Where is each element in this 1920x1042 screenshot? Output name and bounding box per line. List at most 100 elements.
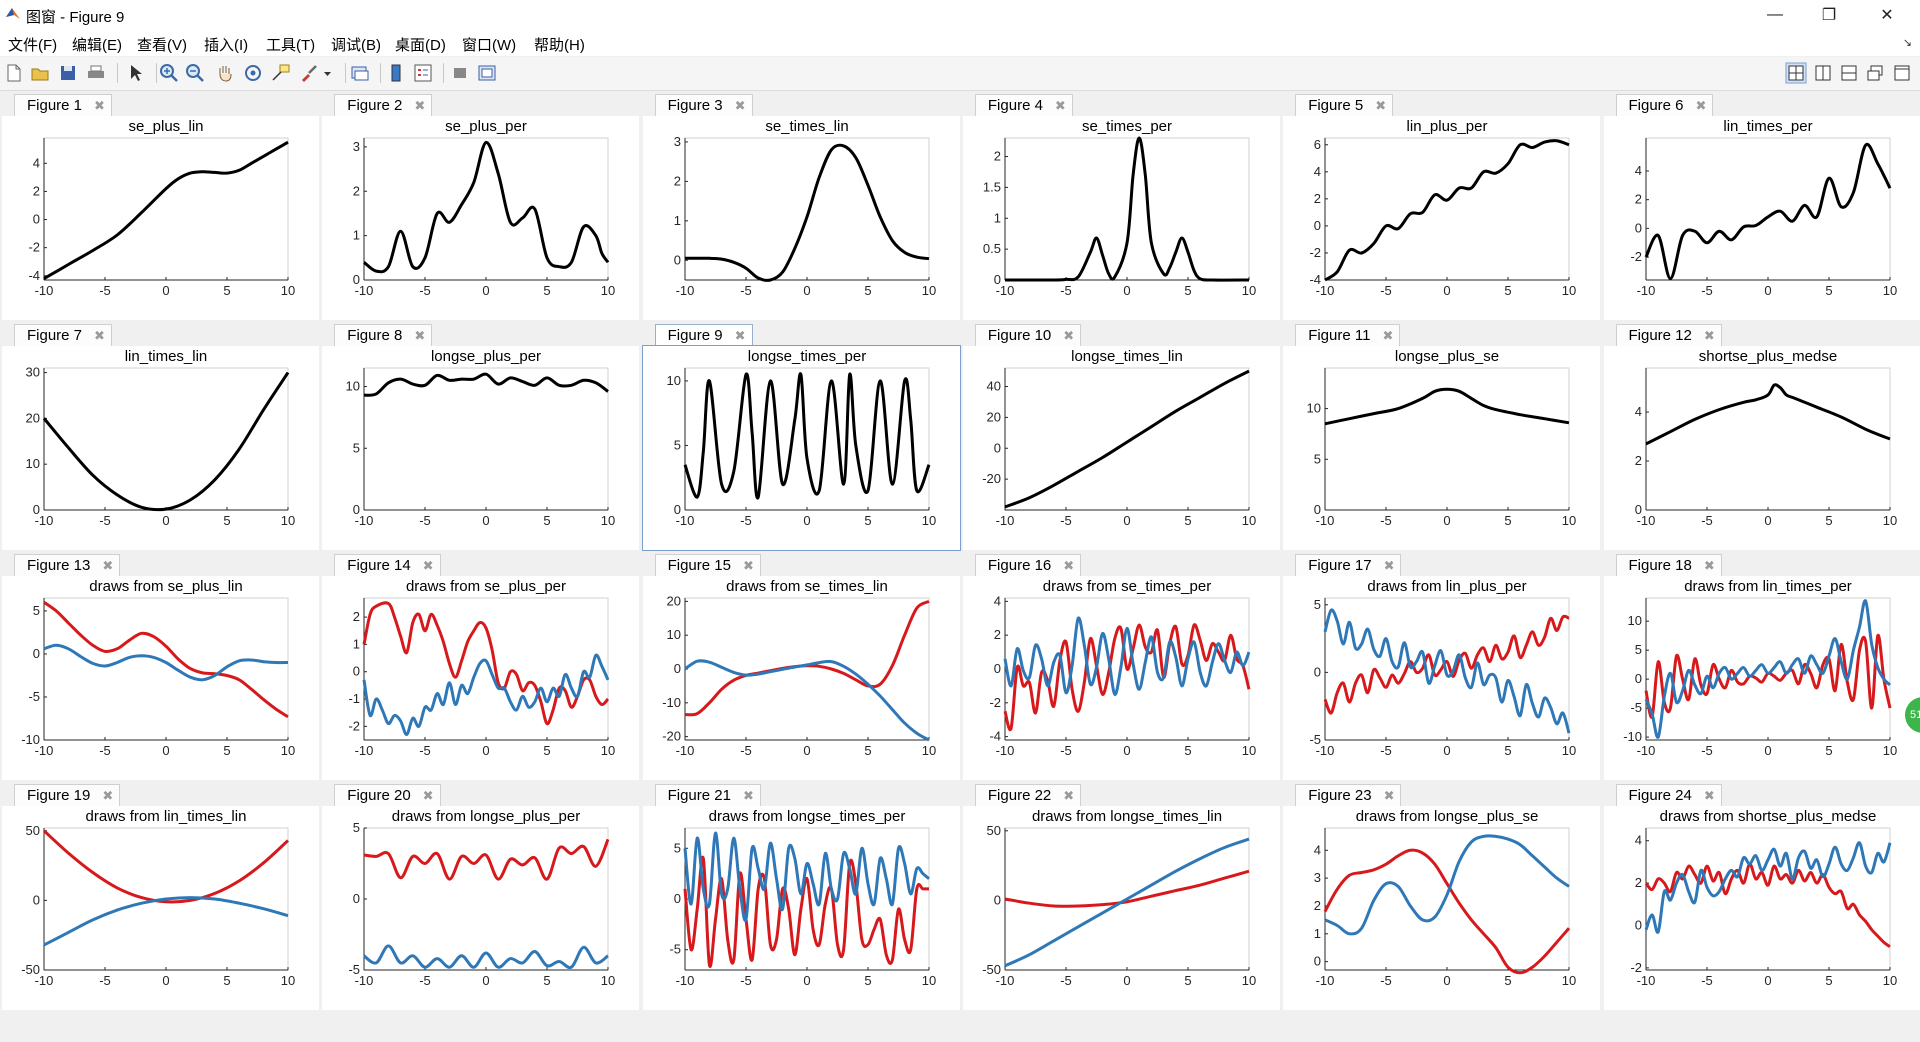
close-tab-icon[interactable]: ✖ bbox=[1703, 557, 1715, 573]
plot-area[interactable]: draws from se_plus_lin -10 -5 0 5 10 -10 -5 0 5 bbox=[2, 576, 319, 780]
plot-area[interactable]: se_times_lin -10 -5 0 5 10 0 1 2 3 bbox=[642, 116, 960, 320]
close-tab-icon[interactable]: ✖ bbox=[94, 97, 105, 113]
minimize-button[interactable]: — bbox=[1752, 0, 1798, 30]
show-plot-tools-button[interactable] bbox=[476, 62, 498, 84]
menu-window[interactable]: 窗口(W) bbox=[462, 37, 517, 54]
close-tab-icon[interactable]: ✖ bbox=[1695, 97, 1707, 113]
close-tab-icon[interactable]: ✖ bbox=[422, 787, 434, 803]
tile-layout-button[interactable] bbox=[1785, 62, 1807, 84]
plot-area[interactable]: shortse_plus_medse -10 -5 0 5 10 0 2 4 bbox=[1603, 346, 1920, 550]
figure-tab[interactable]: Figure 3 ✖ bbox=[654, 94, 753, 116]
figure-tab[interactable]: Figure 20 ✖ bbox=[334, 784, 441, 806]
close-tab-icon[interactable]: ✖ bbox=[102, 787, 114, 803]
plot-area[interactable]: se_plus_per -10 -5 0 5 10 0 1 2 3 bbox=[322, 116, 640, 320]
figure-tab[interactable]: Figure 12 ✖ bbox=[1615, 324, 1722, 346]
plot-area[interactable]: lin_plus_per -10 -5 0 5 10 -4 -2 0 2 4 6 bbox=[1283, 116, 1601, 320]
save-button[interactable] bbox=[57, 62, 79, 84]
figure-tab[interactable]: Figure 11 ✖ bbox=[1295, 324, 1401, 346]
close-tab-icon[interactable]: ✖ bbox=[1063, 557, 1075, 573]
close-tab-icon[interactable]: ✖ bbox=[1703, 787, 1715, 803]
plot-area[interactable]: draws from se_times_per -10 -5 0 5 10 -4 -2 0 2 4 bbox=[962, 576, 1280, 780]
plot-area[interactable]: se_times_per -10 -5 0 5 10 0 0.5 1 1.5 2 bbox=[962, 116, 1280, 320]
plot-area[interactable]: lin_times_per -10 -5 0 5 10 -2 0 2 4 bbox=[1603, 116, 1920, 320]
figure-tab[interactable]: Figure 7 ✖ bbox=[14, 324, 112, 346]
figure-tab[interactable]: Figure 21 ✖ bbox=[654, 784, 761, 806]
select-arrow-button[interactable] bbox=[124, 62, 146, 84]
left-right-layout-button[interactable] bbox=[1812, 62, 1834, 84]
plot-area[interactable]: draws from longse_plus_se -10 -5 0 5 10 0 1 2 3 4 bbox=[1283, 806, 1601, 1010]
plot-area[interactable]: longse_plus_se -10 -5 0 5 10 0 5 10 bbox=[1283, 346, 1601, 550]
zoom-out-button[interactable] bbox=[184, 62, 206, 84]
close-tab-icon[interactable]: ✖ bbox=[1383, 557, 1395, 573]
data-cursor-button[interactable] bbox=[270, 62, 292, 84]
plot-area[interactable]: se_plus_lin -10 -5 0 5 10 -4 -2 0 2 4 bbox=[2, 116, 319, 320]
close-tab-icon[interactable]: ✖ bbox=[742, 557, 754, 573]
menu-desktop[interactable]: 桌面(D) bbox=[395, 37, 446, 54]
colorbar-button[interactable] bbox=[385, 62, 407, 84]
close-tab-icon[interactable]: ✖ bbox=[1382, 327, 1394, 343]
close-tab-icon[interactable]: ✖ bbox=[94, 327, 105, 343]
plot-area[interactable]: draws from lin_times_lin -10 -5 0 5 10 -50 0 50 bbox=[2, 806, 319, 1010]
figure-tab[interactable]: Figure 1 ✖ bbox=[14, 94, 112, 116]
menu-help[interactable]: 帮助(H) bbox=[534, 37, 585, 54]
float-layout-button[interactable] bbox=[1864, 62, 1886, 84]
figure-tab[interactable]: Figure 23 ✖ bbox=[1295, 784, 1402, 806]
figure-tab[interactable]: Figure 18 ✖ bbox=[1615, 554, 1722, 576]
maximize-layout-button[interactable] bbox=[1891, 62, 1913, 84]
menu-view[interactable]: 查看(V) bbox=[137, 37, 187, 54]
plot-area[interactable]: draws from shortse_plus_medse -10 -5 0 5 10 -2… bbox=[1603, 806, 1920, 1010]
figure-tab[interactable]: Figure 9 ✖ bbox=[654, 324, 753, 346]
figure-tab[interactable]: Figure 17 ✖ bbox=[1295, 554, 1402, 576]
close-tab-icon[interactable]: ✖ bbox=[1703, 327, 1715, 343]
menu-insert[interactable]: 插入(I) bbox=[204, 37, 249, 54]
figure-tab[interactable]: Figure 16 ✖ bbox=[974, 554, 1082, 576]
plot-area[interactable]: longse_times_per -10 -5 0 5 10 0 5 10 bbox=[641, 345, 961, 551]
menu-tools[interactable]: 工具(T) bbox=[266, 37, 316, 54]
plot-area[interactable]: longse_times_lin -10 -5 0 5 10 -20 0 20 40 bbox=[962, 346, 1280, 550]
close-tab-icon[interactable]: ✖ bbox=[1063, 787, 1075, 803]
plot-area[interactable]: draws from longse_times_lin -10 -5 0 5 10 -50 0… bbox=[962, 806, 1280, 1010]
figure-tab[interactable]: Figure 8 ✖ bbox=[334, 324, 433, 346]
close-tab-icon[interactable]: ✖ bbox=[414, 97, 426, 113]
plot-area[interactable]: draws from se_times_lin -10 -5 0 5 10 -20 -10 0 1… bbox=[642, 576, 960, 780]
print-button[interactable] bbox=[85, 62, 107, 84]
plot-area[interactable]: lin_times_lin -10 -5 0 5 10 0 10 20 30 bbox=[2, 346, 319, 550]
figure-tab[interactable]: Figure 24 ✖ bbox=[1615, 784, 1722, 806]
brush-dropdown[interactable] bbox=[322, 62, 334, 84]
close-tab-icon[interactable]: ✖ bbox=[1383, 787, 1395, 803]
close-tab-icon[interactable]: ✖ bbox=[422, 557, 434, 573]
dock-arrow-icon[interactable]: ↘ bbox=[1902, 37, 1912, 49]
top-bottom-layout-button[interactable] bbox=[1838, 62, 1860, 84]
close-tab-icon[interactable]: ✖ bbox=[414, 327, 426, 343]
close-tab-icon[interactable]: ✖ bbox=[734, 327, 746, 343]
close-button[interactable]: ✕ bbox=[1864, 0, 1910, 30]
figure-tab[interactable]: Figure 4 ✖ bbox=[974, 94, 1073, 116]
menu-file[interactable]: 文件(F) bbox=[8, 37, 58, 54]
close-tab-icon[interactable]: ✖ bbox=[734, 97, 746, 113]
figure-tab[interactable]: Figure 2 ✖ bbox=[334, 94, 433, 116]
figure-tab[interactable]: Figure 22 ✖ bbox=[974, 784, 1082, 806]
brush-button[interactable] bbox=[298, 62, 320, 84]
menu-debug[interactable]: 调试(B) bbox=[331, 37, 381, 54]
notification-badge[interactable]: 51 bbox=[1905, 697, 1920, 733]
figure-tab[interactable]: Figure 15 ✖ bbox=[654, 554, 761, 576]
figure-tab[interactable]: Figure 13 ✖ bbox=[14, 554, 121, 576]
plot-area[interactable]: draws from longse_times_per -10 -5 0 5 10 -5 0 5 bbox=[642, 806, 960, 1010]
figure-tab[interactable]: Figure 10 ✖ bbox=[974, 324, 1082, 346]
plot-area[interactable]: draws from longse_plus_per -10 -5 0 5 10 -5 0 5 bbox=[322, 806, 640, 1010]
figure-tab[interactable]: Figure 6 ✖ bbox=[1615, 94, 1714, 116]
close-tab-icon[interactable]: ✖ bbox=[1375, 97, 1387, 113]
hide-plot-tools-button[interactable] bbox=[449, 62, 471, 84]
restore-button[interactable]: ❐ bbox=[1806, 0, 1852, 30]
close-tab-icon[interactable]: ✖ bbox=[1063, 327, 1075, 343]
legend-button[interactable] bbox=[412, 62, 434, 84]
link-plot-button[interactable] bbox=[349, 62, 371, 84]
close-tab-icon[interactable]: ✖ bbox=[1054, 97, 1066, 113]
plot-area[interactable]: draws from lin_plus_per -10 -5 0 5 10 -5 0 5 bbox=[1283, 576, 1601, 780]
zoom-in-button[interactable] bbox=[158, 62, 180, 84]
figure-tab[interactable]: Figure 14 ✖ bbox=[334, 554, 441, 576]
plot-area[interactable]: longse_plus_per -10 -5 0 5 10 0 5 10 bbox=[322, 346, 640, 550]
menu-edit[interactable]: 编辑(E) bbox=[72, 37, 122, 54]
close-tab-icon[interactable]: ✖ bbox=[102, 557, 114, 573]
plot-area[interactable]: draws from se_plus_per -10 -5 0 5 10 -2 -1 0 1 2 bbox=[322, 576, 640, 780]
